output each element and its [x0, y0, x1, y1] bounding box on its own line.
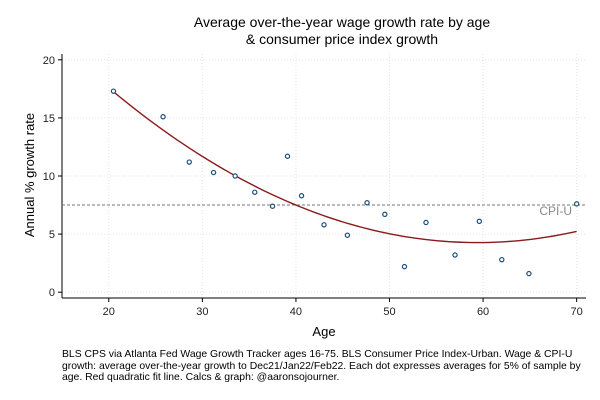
- data-point: [186, 159, 192, 165]
- data-point: [401, 263, 408, 270]
- data-point: [160, 114, 166, 120]
- data-point: [476, 218, 483, 225]
- data-point: [526, 270, 532, 277]
- x-tick-label: 20: [103, 306, 115, 318]
- x-tick-label: 40: [290, 306, 302, 318]
- x-tick-label: 50: [383, 306, 395, 318]
- data-point: [110, 88, 117, 94]
- x-tick-label: 60: [477, 306, 489, 318]
- y-axis-title: Annual % growth rate: [22, 113, 37, 237]
- axes: [58, 54, 586, 302]
- data-point: [284, 153, 291, 159]
- data-point: [210, 169, 217, 176]
- data-point: [452, 252, 458, 258]
- cpi-u-label: CPI-U: [539, 204, 572, 218]
- data-points: [110, 88, 580, 277]
- data-point: [269, 203, 276, 209]
- data-point: [321, 222, 327, 228]
- tick-labels: 20 30 40 50 60 70 0 5 10 15 20: [43, 55, 583, 318]
- y-tick-label: 10: [43, 171, 55, 183]
- quadratic-fit-line: [113, 91, 577, 244]
- cpi-reference: CPI-U: [62, 204, 586, 218]
- y-tick-label: 15: [43, 113, 55, 125]
- data-point: [499, 256, 505, 263]
- quadratic-fit: [113, 91, 577, 244]
- data-point: [298, 193, 305, 199]
- y-tick-label: 5: [49, 229, 55, 241]
- source-caption: BLS CPS via Atlanta Fed Wage Growth Trac…: [62, 349, 581, 384]
- chart-title-line-2: & consumer price index growth: [246, 31, 438, 47]
- y-tick-label: 20: [43, 55, 55, 67]
- x-axis-title: Age: [312, 324, 335, 339]
- grid-lines: [62, 54, 586, 298]
- y-tick-label: 0: [49, 287, 55, 299]
- data-point: [573, 201, 580, 207]
- x-tick-label: 30: [196, 306, 208, 318]
- chart-title-line-1: Average over-the-year wage growth rate b…: [194, 14, 490, 30]
- data-point: [232, 173, 238, 179]
- x-tick-label: 70: [571, 306, 583, 318]
- data-point: [364, 200, 370, 206]
- data-point: [344, 232, 351, 238]
- data-point: [423, 219, 429, 226]
- data-point: [252, 189, 258, 195]
- data-point: [382, 211, 388, 218]
